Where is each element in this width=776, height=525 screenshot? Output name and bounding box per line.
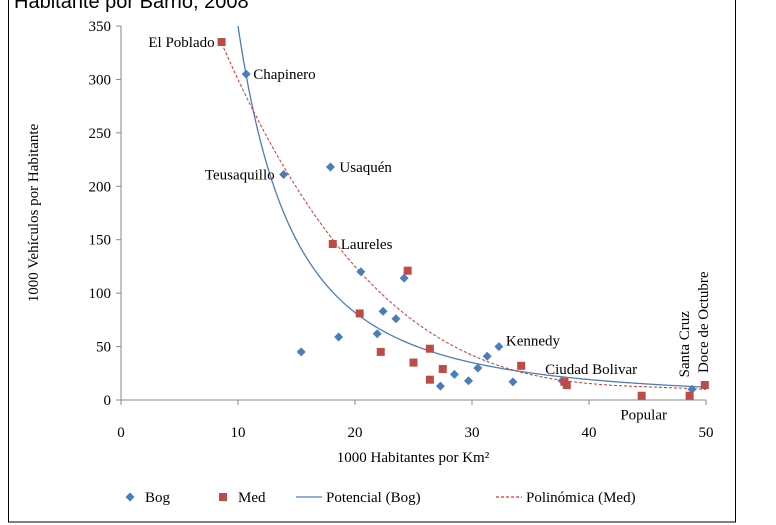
point — [517, 361, 526, 370]
trend-line — [237, 26, 706, 388]
point — [217, 38, 226, 47]
y-tick-label: 0 — [104, 393, 112, 409]
point — [356, 267, 366, 277]
point-label: Chapinero — [253, 67, 315, 83]
y-tick-label: 150 — [89, 233, 112, 249]
point — [482, 351, 492, 361]
point — [391, 314, 401, 324]
point — [328, 239, 337, 248]
x-axis-label: 1000 Habitantes por Km² — [337, 450, 490, 466]
point-label: El Poblado — [148, 35, 214, 51]
chart-border — [8, 0, 736, 523]
point — [279, 170, 289, 180]
point — [494, 342, 504, 352]
x-tick-label: 30 — [465, 425, 480, 441]
point — [403, 266, 412, 275]
point — [425, 344, 434, 353]
point — [438, 365, 447, 374]
y-tick-label: 100 — [89, 286, 112, 302]
point-label: Laureles — [341, 237, 393, 253]
x-tick-label: 20 — [348, 425, 363, 441]
legend-label: Polinómica (Med) — [526, 490, 636, 506]
y-tick-label: 250 — [89, 126, 112, 142]
point — [685, 391, 694, 400]
point — [435, 381, 445, 391]
point-label: Teusaquillo — [205, 168, 275, 184]
legend-label: Potencial (Bog) — [326, 490, 421, 506]
point — [355, 309, 364, 318]
point — [378, 306, 388, 316]
y-tick-label: 200 — [89, 179, 112, 195]
trend-line — [221, 43, 706, 390]
legend-marker — [125, 492, 135, 502]
point — [637, 391, 646, 400]
point — [409, 358, 418, 367]
point-label: Ciudad Bolivar — [545, 362, 637, 378]
point — [687, 384, 697, 394]
point — [562, 381, 571, 390]
x-tick-label: 0 — [117, 425, 125, 441]
y-tick-label: 50 — [96, 340, 111, 356]
point — [241, 69, 251, 79]
point-label: Popular — [620, 408, 667, 424]
x-tick-label: 40 — [582, 425, 597, 441]
point-label: Kennedy — [506, 334, 561, 350]
point — [334, 332, 344, 342]
point — [372, 329, 382, 339]
point — [700, 381, 709, 390]
point — [376, 347, 385, 356]
point-label: Santa Cruz — [677, 311, 693, 378]
legend-label: Med — [238, 490, 266, 506]
y-axis-label: 1000 Vehículos por Habitante — [26, 123, 42, 302]
chart-title: Habitante por Barrio, 2008 — [14, 0, 249, 13]
point — [449, 369, 459, 379]
point — [508, 377, 518, 387]
y-tick-label: 350 — [89, 19, 112, 35]
legend-marker — [219, 493, 227, 501]
point — [473, 363, 483, 373]
y-tick-label: 300 — [89, 72, 112, 88]
x-tick-label: 10 — [231, 425, 246, 441]
point-label: Doce de Octubre — [696, 271, 712, 373]
point — [463, 376, 473, 386]
point — [425, 375, 434, 384]
x-tick-label: 50 — [699, 425, 714, 441]
point-label: Usaquén — [339, 160, 392, 176]
point — [296, 347, 306, 357]
point — [325, 162, 335, 172]
point — [399, 273, 409, 283]
legend-label: Bog — [145, 490, 171, 506]
